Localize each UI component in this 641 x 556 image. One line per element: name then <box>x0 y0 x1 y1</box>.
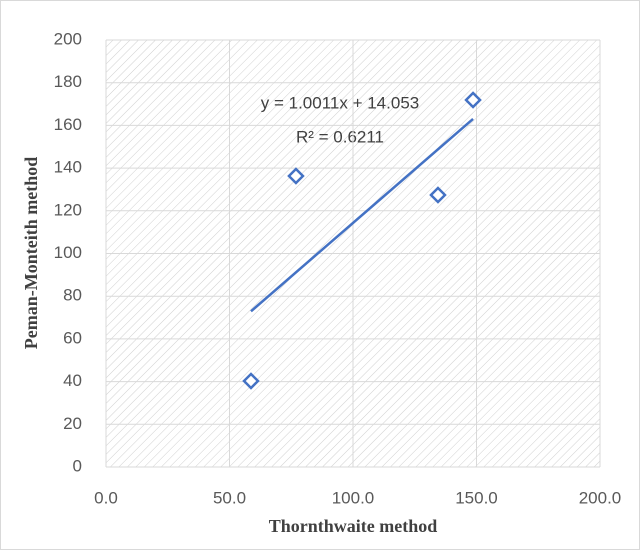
y-tick-label: 20 <box>63 414 82 433</box>
y-axis-title: Peman-Monteith method <box>21 157 41 349</box>
x-tick-label: 0.0 <box>94 488 118 507</box>
x-tick-label: 200.0 <box>579 488 622 507</box>
x-tick-label: 150.0 <box>455 488 498 507</box>
y-tick-label: 160 <box>54 115 82 134</box>
x-tick-label: 50.0 <box>213 488 246 507</box>
y-tick-label: 60 <box>63 328 82 347</box>
data-point <box>287 167 305 185</box>
y-tick-label: 40 <box>63 371 82 390</box>
x-axis-title: Thornthwaite method <box>269 516 438 536</box>
x-tick-label: 100.0 <box>332 488 375 507</box>
y-tick-label: 200 <box>54 29 82 48</box>
y-tick-label: 0 <box>73 456 82 475</box>
y-tick-label: 120 <box>54 200 82 219</box>
r-squared: R² = 0.6211 <box>296 127 384 146</box>
y-tick-label: 140 <box>54 158 82 177</box>
trend-equation: y = 1.0011x + 14.053 <box>261 93 419 112</box>
y-tick-label: 80 <box>63 286 82 305</box>
y-tick-label: 100 <box>54 243 82 262</box>
data-point <box>242 372 260 390</box>
trendline <box>250 117 474 313</box>
data-point <box>464 91 482 109</box>
y-tick-label: 180 <box>54 72 82 91</box>
data-point <box>429 186 447 204</box>
